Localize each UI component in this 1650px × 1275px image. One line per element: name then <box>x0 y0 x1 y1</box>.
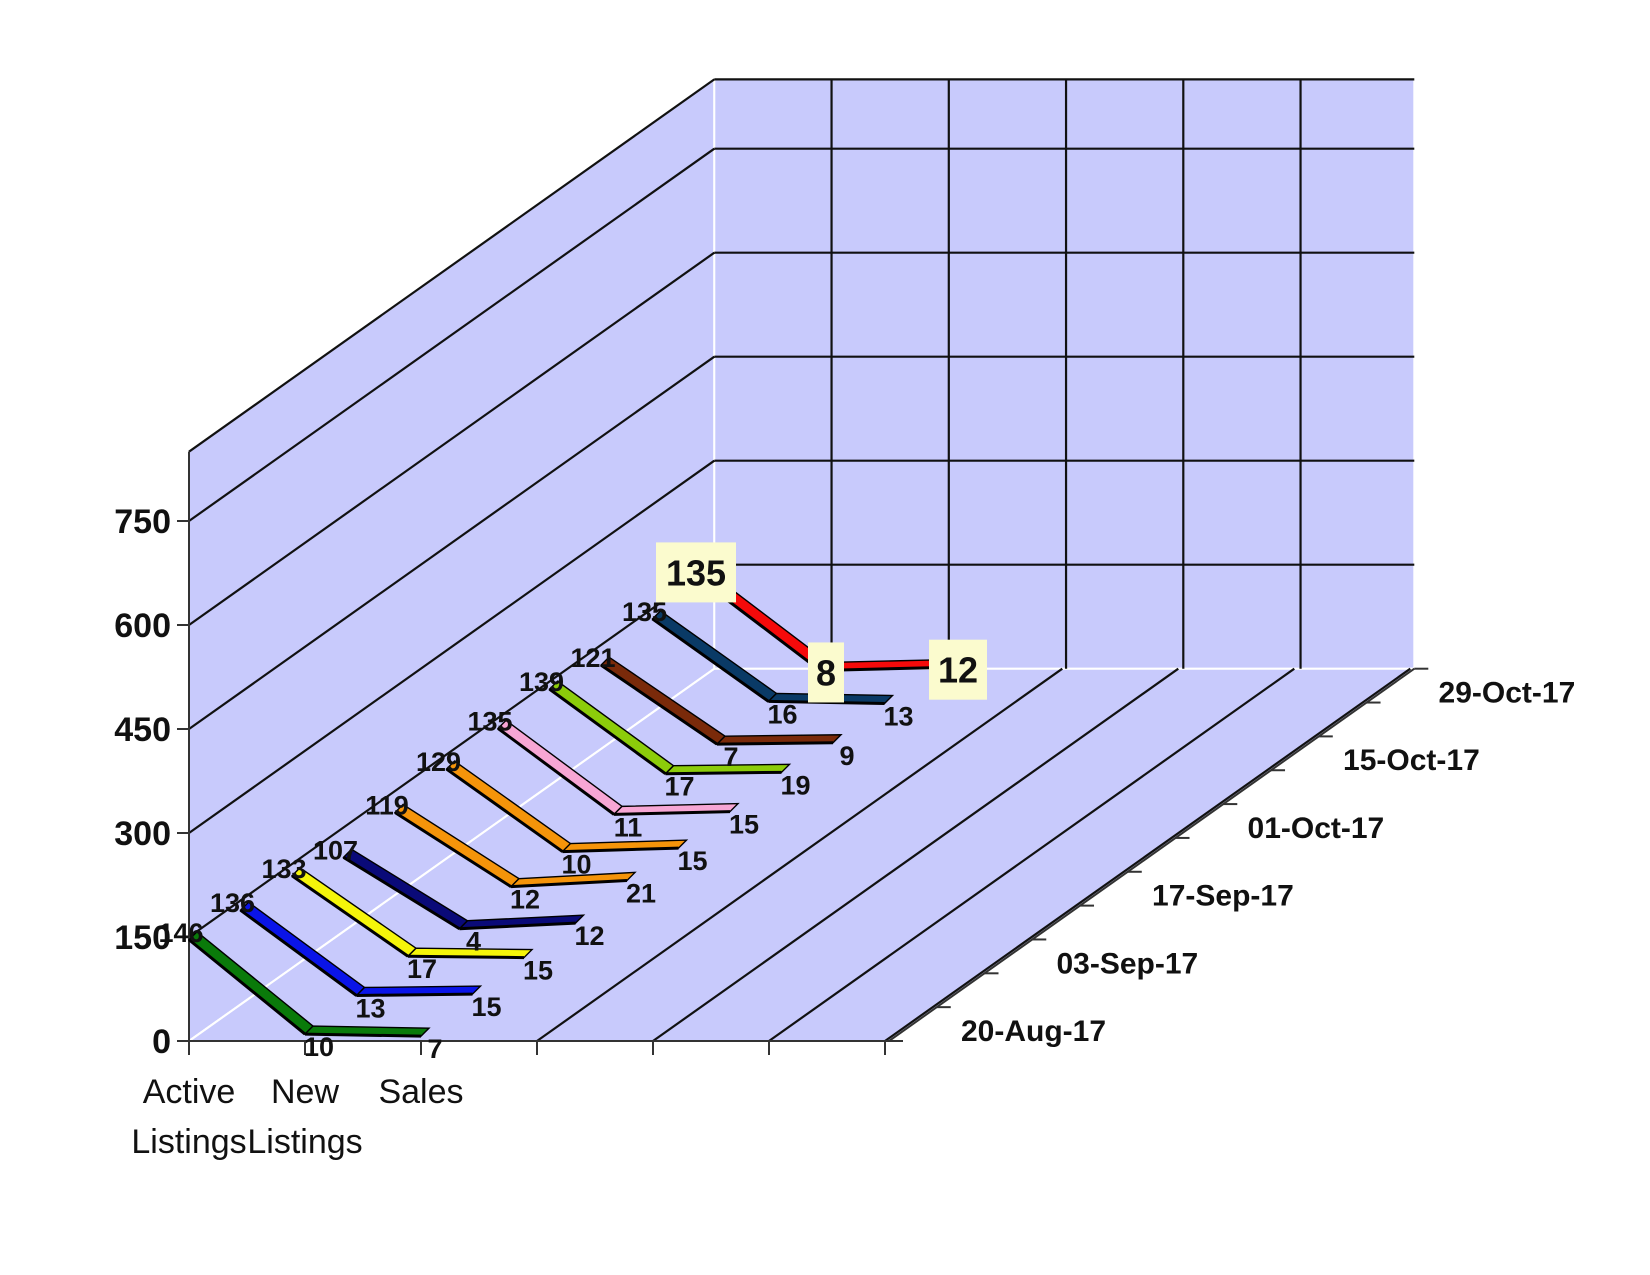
y-axis-tick-label: 750 <box>114 503 171 541</box>
chart-gridlines <box>188 78 1415 1042</box>
series-ribbon-edge <box>394 811 512 888</box>
y-axis-tick-label: 150 <box>114 919 171 957</box>
data-label: 146 <box>158 918 203 948</box>
series-ribbon-edge <box>548 687 667 775</box>
series-ribbon-edge <box>562 846 679 854</box>
data-label: 8 <box>816 652 836 693</box>
series-ribbon-edge <box>445 767 564 853</box>
depth-axis-tick-label: 29-Oct-17 <box>1439 677 1576 710</box>
y-axis-tick-label: 450 <box>114 711 171 749</box>
data-label: 21 <box>626 878 656 908</box>
data-label: 133 <box>261 854 306 884</box>
depth-axis-line <box>888 667 1415 1042</box>
data-label: 121 <box>570 643 615 673</box>
data-label-box <box>808 642 844 703</box>
series-ribbon-edge <box>188 938 306 1036</box>
x-axis-category-label: New <box>271 1073 339 1111</box>
series-ribbon-edge <box>342 856 461 931</box>
data-label: 9 <box>839 741 854 771</box>
floor-gridline <box>884 667 1411 1042</box>
x-axis-category-label: Active <box>143 1073 236 1111</box>
data-label-box <box>656 542 736 603</box>
series-ribbon-edge <box>459 921 576 931</box>
side-wall-gridline <box>188 355 715 730</box>
data-label: 15 <box>523 956 553 986</box>
series-ribbon-edge <box>510 878 628 889</box>
depth-axis-tick-label: 01-Oct-17 <box>1248 812 1385 845</box>
side-wall-gridline <box>188 459 715 834</box>
series-ribbon-edge <box>600 663 718 746</box>
data-label: 119 <box>365 790 409 820</box>
data-label: 129 <box>416 747 461 777</box>
data-label: 136 <box>210 888 255 918</box>
data-label: 17 <box>407 954 437 984</box>
data-label: 17 <box>664 772 694 802</box>
depth-axis-tick-label: 03-Sep-17 <box>1057 947 1199 980</box>
data-label-box <box>929 639 987 700</box>
floor-gridline <box>536 667 1063 1042</box>
series-ribbon-edge <box>497 727 615 816</box>
side-wall-gridline <box>188 147 715 522</box>
depth-axis-tick-label: 15-Oct-17 <box>1343 744 1480 777</box>
series-ribbon-edge <box>304 1032 422 1038</box>
data-label: 19 <box>780 770 810 800</box>
series-ribbon-edge <box>613 810 731 816</box>
side-wall-gridline <box>188 563 715 938</box>
data-label: 15 <box>729 810 759 840</box>
floor-seam <box>188 667 715 1042</box>
data-label: 16 <box>767 699 797 729</box>
data-label: 15 <box>471 992 501 1022</box>
data-label: 7 <box>723 742 738 772</box>
series-ribbon-edge <box>651 617 770 703</box>
depth-axis-tick-label: 20-Aug-17 <box>961 1015 1106 1048</box>
side-wall-gridline <box>188 251 715 626</box>
depth-axis-tick-label: 17-Sep-17 <box>1152 880 1294 913</box>
data-label: 135 <box>467 706 512 736</box>
data-label: 15 <box>677 846 707 876</box>
data-label: 12 <box>510 885 540 915</box>
data-label: 10 <box>304 1032 334 1062</box>
data-label: 13 <box>883 701 913 731</box>
series-ribbon-edge <box>356 992 473 997</box>
side-wall-gridline <box>188 78 715 453</box>
series-ribbon-edge <box>291 874 409 958</box>
y-axis-tick-label: 0 <box>152 1023 171 1061</box>
data-label: 7 <box>427 1034 442 1064</box>
y-axis-tick-label: 300 <box>114 815 171 853</box>
x-axis-category-label: Listings <box>131 1123 246 1161</box>
data-label: 11 <box>614 812 643 842</box>
series-ribbon-edge <box>407 954 525 960</box>
data-label: 10 <box>561 850 591 880</box>
chart-walls <box>185 77 1418 1043</box>
data-label: 135 <box>622 597 667 627</box>
data-label: 12 <box>938 650 978 691</box>
x-axis-category-label: Sales <box>378 1073 463 1111</box>
back-wall <box>713 78 1416 670</box>
x-axis-category-label: Listings <box>247 1123 362 1161</box>
series-ribbon-edge <box>716 741 834 746</box>
data-label: 4 <box>466 927 481 957</box>
series-ribbon-edge <box>665 770 782 776</box>
floor-gridline <box>768 667 1295 1042</box>
data-label: 13 <box>355 993 385 1023</box>
data-label: 135 <box>666 552 726 593</box>
chart-axes: 0 150 300 450 600 750 Active Listings New Listing… <box>114 451 1576 1161</box>
data-label: 12 <box>574 921 604 951</box>
data-label: 107 <box>313 835 358 865</box>
y-axis-tick-label: 600 <box>114 607 171 645</box>
series-ribbon-edge <box>239 908 358 997</box>
floor-gridline <box>652 667 1179 1042</box>
data-label: 139 <box>519 667 564 697</box>
